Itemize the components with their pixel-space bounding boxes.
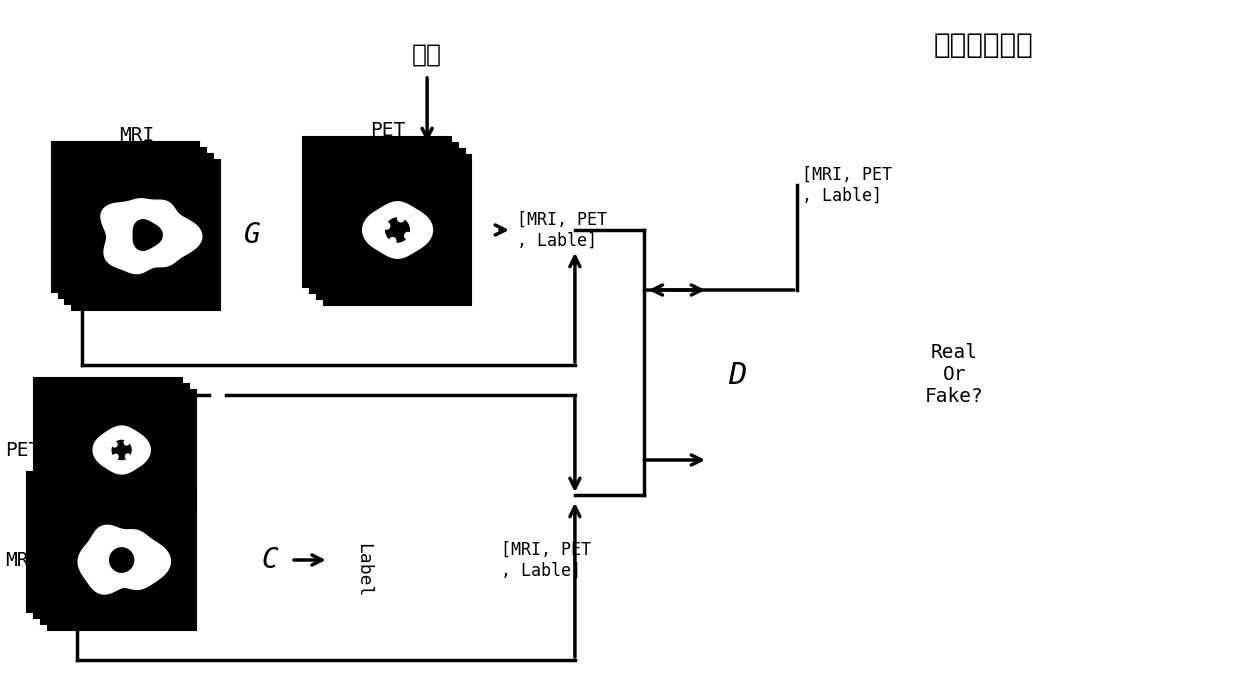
Bar (66, 154, 213, 304)
Circle shape (388, 237, 397, 245)
Polygon shape (100, 199, 202, 273)
Text: [MRI, PET
, Lable]: [MRI, PET , Lable] (517, 210, 606, 250)
Ellipse shape (139, 210, 154, 220)
Bar (310, 143, 458, 293)
Bar (41, 384, 188, 504)
Bar (72, 160, 221, 310)
Bar (58, 148, 206, 298)
Circle shape (404, 232, 412, 240)
Polygon shape (362, 202, 433, 258)
Bar (41, 484, 188, 624)
Text: 标签: 标签 (412, 43, 443, 67)
Text: G: G (244, 221, 260, 249)
Text: Real
Or
Fake?: Real Or Fake? (925, 343, 983, 407)
Circle shape (124, 440, 130, 446)
Bar (48, 390, 196, 510)
Text: MRI: MRI (5, 551, 40, 570)
Polygon shape (93, 426, 150, 474)
Polygon shape (109, 548, 134, 572)
Text: [MRI, PET
, Lable]: [MRI, PET , Lable] (501, 540, 591, 579)
Polygon shape (386, 218, 409, 242)
Bar (303, 137, 451, 287)
Text: [MRI, PET
, Lable]: [MRI, PET , Lable] (801, 166, 892, 204)
Ellipse shape (156, 235, 174, 247)
Circle shape (112, 441, 118, 447)
Text: MRI: MRI (119, 126, 154, 145)
Ellipse shape (139, 250, 154, 260)
Polygon shape (78, 526, 170, 594)
Ellipse shape (119, 236, 136, 247)
Text: C: C (262, 546, 278, 574)
Text: Label: Label (355, 543, 372, 597)
Bar (316, 149, 465, 299)
Circle shape (397, 215, 404, 222)
Text: PET: PET (370, 121, 405, 140)
Text: 真实数据分布: 真实数据分布 (934, 31, 1034, 59)
Bar (33, 478, 182, 618)
Circle shape (125, 454, 131, 460)
Bar (33, 378, 182, 498)
Bar (48, 490, 196, 630)
Bar (27, 472, 175, 612)
Bar (324, 155, 471, 305)
Bar (52, 142, 200, 292)
Circle shape (382, 222, 391, 230)
Text: PET: PET (5, 440, 40, 459)
Circle shape (113, 454, 119, 460)
Polygon shape (133, 219, 162, 250)
Polygon shape (113, 440, 131, 459)
Text: D: D (728, 361, 746, 389)
